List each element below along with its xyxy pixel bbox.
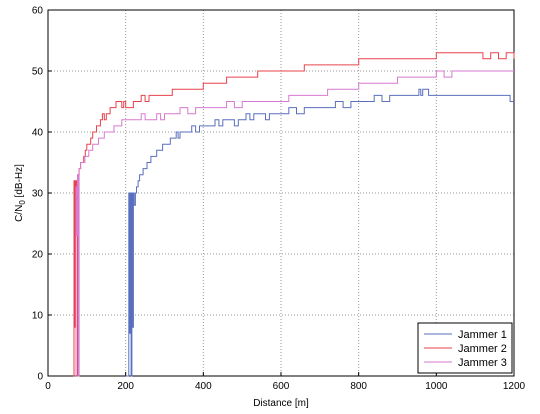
y-axis-label: C/N0 [dB-Hz] bbox=[14, 164, 27, 222]
y-tick-label: 20 bbox=[32, 250, 44, 261]
y-tick-label: 10 bbox=[32, 311, 44, 322]
y-tick-label: 40 bbox=[32, 128, 44, 139]
y-tick-label: 50 bbox=[32, 67, 44, 78]
x-tick-label: 0 bbox=[45, 381, 51, 392]
axis-ticks: 0 200 400 600 800 1000 1200 0 10 20 30 40 50 60 bbox=[32, 6, 526, 393]
series-line-jammer-3 bbox=[75, 70, 514, 377]
y-axis-label-unit: [dB-Hz] bbox=[14, 164, 25, 200]
y-axis-label-subscript: 0 bbox=[18, 200, 27, 205]
x-tick-label: 1000 bbox=[425, 381, 448, 392]
legend-label-jammer-3: Jammer 3 bbox=[458, 357, 507, 369]
series-group bbox=[73, 52, 515, 377]
x-axis-label: Distance [m] bbox=[253, 398, 309, 409]
y-tick-label: 30 bbox=[32, 189, 44, 200]
y-axis-label-main: C/N bbox=[14, 205, 25, 222]
legend-label-jammer-1: Jammer 1 bbox=[458, 329, 507, 341]
x-tick-label: 200 bbox=[117, 381, 134, 392]
legend-label-jammer-2: Jammer 2 bbox=[458, 343, 507, 355]
x-tick-label: 1200 bbox=[503, 381, 526, 392]
x-tick-label: 800 bbox=[350, 381, 367, 392]
series-line-jammer-1 bbox=[125, 88, 514, 377]
x-tick-label: 400 bbox=[195, 381, 212, 392]
y-tick-label: 60 bbox=[32, 6, 44, 17]
x-tick-label: 600 bbox=[273, 381, 290, 392]
legend: Jammer 1 Jammer 2 Jammer 3 bbox=[417, 322, 513, 374]
y-tick-label: 0 bbox=[37, 372, 43, 383]
